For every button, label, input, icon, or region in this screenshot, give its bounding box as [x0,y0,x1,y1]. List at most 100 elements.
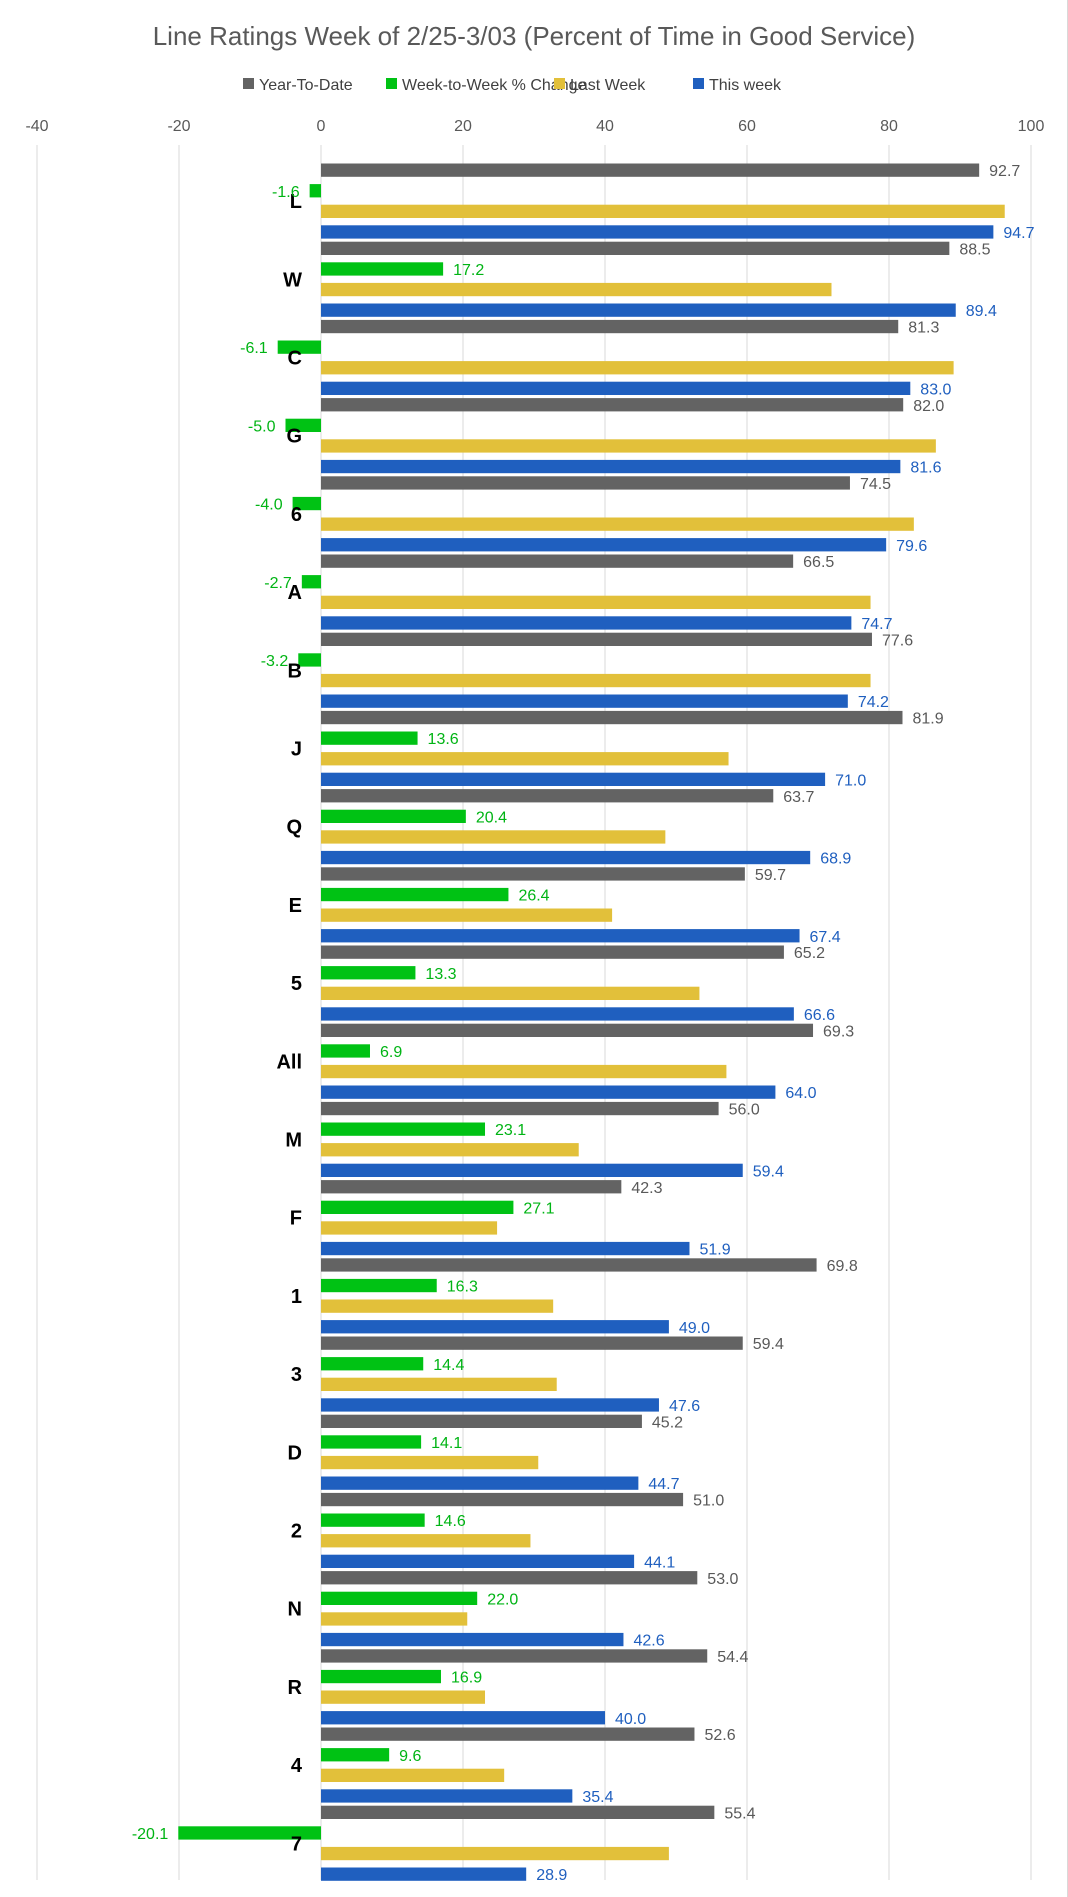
data-label-week-to-week-change-r: 16.9 [451,1670,482,1687]
bar-week-to-week-change-c [277,340,321,354]
bar-last-week-r [321,1690,486,1704]
bar-year-to-date-1 [321,1258,817,1272]
bar-last-week-7 [321,1846,669,1861]
data-label-week-to-week-change-c: -6.1 [240,340,268,357]
x-tick-label: 40 [596,118,614,135]
x-tick-label: 100 [1018,118,1045,135]
bar-week-to-week-change-a [301,575,321,589]
data-label-year-to-date-m: 56.0 [729,1102,760,1119]
data-label-this-week-m: 59.4 [753,1163,784,1180]
data-label-week-to-week-change-b: -3.2 [261,653,289,670]
bars [178,163,1005,1881]
bar-this-week-q [321,850,811,865]
bar-week-to-week-change-w [321,262,444,276]
category-label-l: L [290,191,302,213]
bar-this-week-m [321,1163,743,1177]
bar-last-week-e [321,908,613,922]
data-label-week-to-week-change-1: 16.3 [447,1279,478,1296]
bar-this-week-3 [321,1398,659,1412]
x-tick-label: -40 [25,118,48,135]
bar-year-to-date-a [321,554,794,568]
data-label-this-week-c: 83.0 [920,381,951,398]
data-label-this-week-l: 94.7 [1003,225,1034,242]
bar-year-to-date-f [321,1180,622,1194]
bar-last-week-3 [321,1377,557,1391]
bar-week-to-week-change-n [321,1591,478,1605]
bar-this-week-7 [321,1867,527,1881]
bar-year-to-date-7 [321,1805,715,1819]
bar-last-week-4 [321,1768,505,1782]
data-label-this-week-n: 42.6 [633,1633,664,1650]
data-label-year-to-date-f: 42.3 [631,1180,662,1197]
category-label-r: R [288,1677,303,1699]
data-label-year-to-date-w: 88.5 [959,241,990,258]
data-label-year-to-date-r: 54.4 [717,1649,748,1666]
data-label-this-week-5: 66.6 [804,1007,835,1024]
category-label-m: M [285,1129,302,1151]
data-label-this-week-2: 44.1 [644,1554,675,1571]
bar-this-week-l [321,225,994,239]
bar-week-to-week-change-q [321,809,466,823]
bar-this-week-1 [321,1320,669,1334]
legend-label-week-to-week-change: Week-to-Week % Change [402,77,586,94]
data-label-this-week-4: 35.4 [582,1789,613,1806]
data-label-week-to-week-change-q: 20.4 [476,809,507,826]
data-label-this-week-a: 74.7 [861,616,892,633]
bar-last-week-m [321,1143,579,1157]
bar-year-to-date-w [321,241,950,255]
bar-week-to-week-change-e [321,887,509,902]
data-label-week-to-week-change-m: 23.1 [495,1122,526,1139]
x-tick-label: 0 [317,118,326,135]
bar-this-week-r [321,1711,605,1725]
category-label-c: C [288,347,302,369]
bar-this-week-6 [321,538,887,552]
data-label-this-week-b: 74.2 [858,694,889,711]
bar-year-to-date-q [321,789,774,803]
bar-week-to-week-change-7 [178,1826,321,1840]
bar-this-week-j [321,772,826,786]
category-label-3: 3 [291,1364,302,1386]
data-label-year-to-date-n: 53.0 [707,1571,738,1588]
category-label-j: J [291,738,302,760]
data-label-week-to-week-change-e: 26.4 [518,888,549,905]
legend-label-year-to-date: Year-To-Date [259,77,353,94]
bar-this-week-f [321,1241,690,1256]
bar-week-to-week-change-g [285,418,321,432]
bar-year-to-date-3 [321,1336,743,1350]
x-axis-ticks: -40 -20 0 20 40 60 80 100 [25,118,1044,135]
bar-last-week-q [321,830,666,844]
category-label-7: 7 [291,1833,302,1855]
data-label-this-week-1: 49.0 [679,1320,710,1337]
data-label-year-to-date-1: 69.8 [827,1258,858,1275]
x-tick-label: -20 [167,118,190,135]
category-label-n: N [288,1599,302,1621]
bar-week-to-week-change-j [321,731,418,745]
x-tick-label: 60 [738,118,756,135]
bar-this-week-c [321,381,911,395]
bar-this-week-w [321,303,956,317]
data-label-year-to-date-7: 55.4 [724,1805,755,1822]
bar-year-to-date-e [321,867,745,881]
data-label-this-week-w: 89.4 [966,303,997,320]
bar-year-to-date-m [321,1101,719,1116]
bar-this-week-b [321,694,848,708]
data-label-this-week-7: 28.9 [536,1867,567,1884]
data-label-year-to-date-6: 74.5 [860,476,891,493]
bar-week-to-week-change-d [321,1435,422,1449]
bar-week-to-week-change-l [309,184,321,198]
bar-week-to-week-change-b [298,653,321,667]
data-label-week-to-week-change-w: 17.2 [453,262,484,279]
bar-this-week-g [321,459,901,474]
category-label-g: G [286,426,302,448]
chart-title: Line Ratings Week of 2/25-3/03 (Percent … [153,21,916,51]
bar-week-to-week-change-2 [321,1513,425,1527]
bar-last-week-all [321,1064,727,1079]
data-label-week-to-week-change-g: -5.0 [248,418,276,435]
data-label-year-to-date-j: 81.9 [912,711,943,728]
bar-year-to-date-c [321,319,899,334]
data-label-this-week-g: 81.6 [910,460,941,477]
bar-last-week-w [321,282,832,297]
bar-week-to-week-change-6 [292,496,321,511]
bar-year-to-date-n [321,1571,698,1585]
